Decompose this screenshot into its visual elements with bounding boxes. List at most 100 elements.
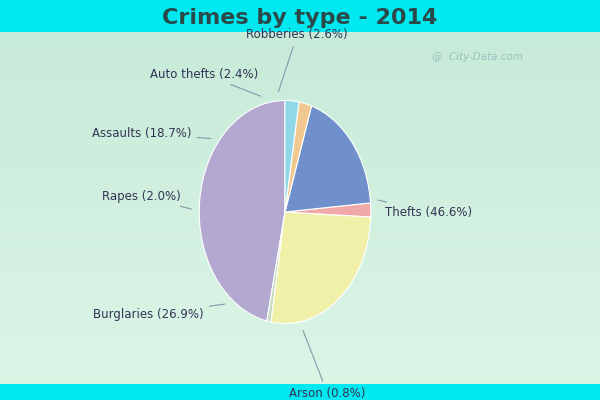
Bar (0, 124, 600, 127)
Bar (0, 328, 600, 331)
Bar (0, 359, 600, 363)
Bar (0, 222, 600, 226)
Bar (0, 159, 600, 162)
Bar (0, 204, 600, 208)
Bar (0, 286, 600, 289)
Wedge shape (267, 212, 285, 322)
Bar (0, 356, 600, 359)
Text: Burglaries (26.9%): Burglaries (26.9%) (94, 304, 225, 321)
Bar (0, 306, 600, 310)
Bar (0, 212, 600, 215)
Bar (0, 99, 600, 102)
Bar (0, 240, 600, 243)
Bar (0, 261, 600, 264)
Bar (0, 64, 600, 67)
Bar (0, 303, 600, 306)
Bar (0, 190, 600, 194)
Bar (0, 370, 600, 374)
Bar (0, 120, 600, 124)
Wedge shape (285, 102, 311, 212)
Bar (0, 113, 600, 116)
Text: Arson (0.8%): Arson (0.8%) (289, 330, 365, 400)
Bar (0, 92, 600, 95)
Bar (0, 374, 600, 377)
Text: Auto thefts (2.4%): Auto thefts (2.4%) (150, 68, 261, 96)
Bar (0, 42, 600, 46)
Bar (0, 275, 600, 278)
Bar (0, 32, 600, 36)
Bar (0, 138, 600, 141)
Bar (0, 349, 600, 352)
Bar (0, 201, 600, 204)
Bar (0, 278, 600, 282)
Bar (0, 363, 600, 366)
Bar (0, 46, 600, 50)
Bar (0, 292, 600, 296)
Bar (0, 81, 600, 85)
Wedge shape (271, 212, 371, 324)
Bar (0, 57, 600, 60)
Bar (0, 95, 600, 99)
Bar (0, 300, 600, 303)
Bar (0, 162, 600, 166)
Bar (0, 317, 600, 321)
Bar (0, 215, 600, 218)
Bar (0, 169, 600, 173)
Bar (0, 338, 600, 342)
Bar (0, 282, 600, 286)
Bar (0, 116, 600, 120)
Text: Thefts (46.6%): Thefts (46.6%) (378, 200, 472, 218)
Bar (0, 67, 600, 71)
Bar (0, 106, 600, 110)
Bar (0, 36, 600, 39)
Bar (0, 377, 600, 380)
Bar (0, 296, 600, 300)
Bar (0, 226, 600, 229)
Wedge shape (199, 100, 285, 321)
Bar (0, 74, 600, 78)
Bar (0, 257, 600, 261)
Bar (0, 88, 600, 92)
Bar (0, 134, 600, 138)
Bar (0, 247, 600, 250)
Bar (0, 229, 600, 233)
Bar (0, 352, 600, 356)
Bar (0, 176, 600, 180)
Bar (0, 268, 600, 271)
Bar (0, 324, 600, 328)
Bar (0, 264, 600, 268)
Bar (0, 342, 600, 345)
Bar (0, 148, 600, 152)
Bar (0, 335, 600, 338)
Text: @  City-Data.com: @ City-Data.com (432, 52, 523, 62)
Bar (0, 289, 600, 292)
Bar (0, 236, 600, 240)
Bar (0, 254, 600, 257)
Bar (0, 130, 600, 134)
Text: Robberies (2.6%): Robberies (2.6%) (246, 28, 348, 92)
Wedge shape (285, 106, 370, 212)
Bar (0, 198, 600, 201)
Bar (0, 250, 600, 254)
Bar (0, 71, 600, 74)
Bar (0, 78, 600, 81)
Bar (0, 166, 600, 169)
Bar (0, 208, 600, 212)
Bar (0, 271, 600, 275)
Bar (0, 155, 600, 159)
Bar (0, 187, 600, 190)
Bar (0, 310, 600, 314)
Text: Assaults (18.7%): Assaults (18.7%) (92, 127, 211, 140)
Bar (0, 110, 600, 113)
Bar (0, 345, 600, 349)
Bar (0, 321, 600, 324)
Bar (0, 233, 600, 236)
Bar (0, 173, 600, 176)
Wedge shape (285, 203, 371, 217)
Bar (0, 194, 600, 198)
Bar (0, 331, 600, 335)
Bar (0, 102, 600, 106)
Text: Crimes by type - 2014: Crimes by type - 2014 (163, 8, 437, 28)
Bar (0, 218, 600, 222)
Bar (0, 50, 600, 53)
